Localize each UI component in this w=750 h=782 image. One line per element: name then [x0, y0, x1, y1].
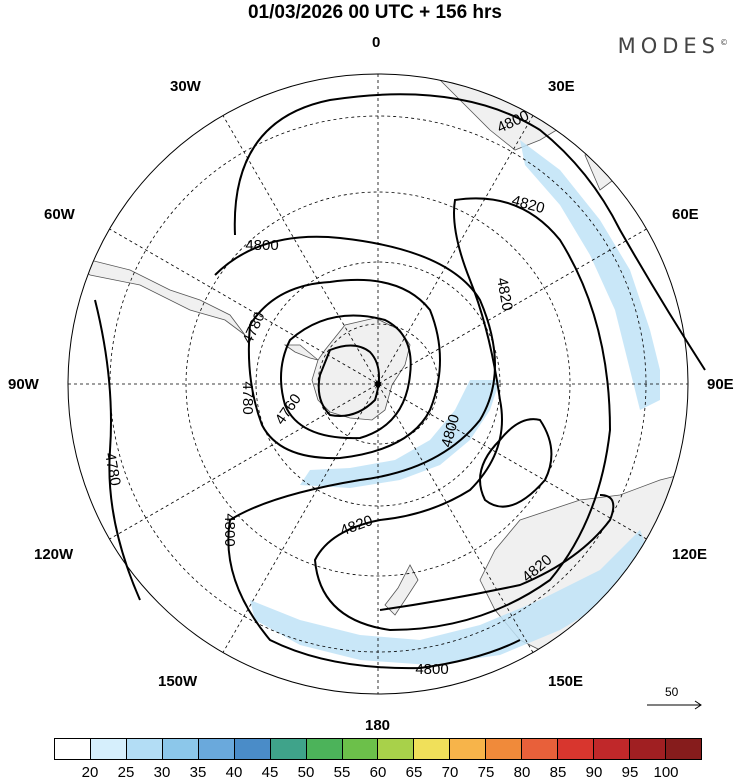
colorbar-tick-label: 85 [549, 764, 567, 781]
contour-label: 4780 [101, 451, 124, 487]
contour-label: 4780 [239, 309, 269, 346]
label-0: 0 [372, 34, 381, 51]
reference-vector: 50 [645, 685, 705, 715]
colorbar-tick-label: 80 [513, 764, 531, 781]
colorbar-tick-label: 65 [405, 764, 423, 781]
label-180: 180 [365, 717, 391, 734]
colorbar-swatch [522, 739, 559, 759]
label-120e: 120E [672, 546, 708, 563]
contour-4780-outer [247, 278, 441, 460]
contour-4800-inner [214, 235, 521, 670]
contour-label: 4800 [221, 513, 238, 546]
colorbar-tick-label: 90 [585, 764, 603, 781]
label-30e: 30E [548, 78, 575, 95]
wind-shading [250, 140, 660, 665]
contour-4820-south [379, 494, 615, 611]
jet-streak-pacific [250, 530, 650, 665]
colorbar-tick-label: 30 [153, 764, 171, 781]
contour-label: 4800 [415, 661, 448, 678]
contour-4780-inner [280, 314, 412, 440]
contour-label: 4780 [239, 381, 256, 414]
colorbar-tick-label: 55 [333, 764, 351, 781]
colorbar-swatch [55, 739, 91, 759]
contour-label: 4820 [338, 512, 375, 539]
south-pole-marker [375, 381, 381, 387]
colorbar-tick-label: 70 [441, 764, 459, 781]
south-america [68, 149, 246, 336]
jet-streak-atlantic [520, 140, 660, 410]
colorbar-tick-label: 60 [369, 764, 387, 781]
colorbar-swatch [198, 739, 235, 759]
forecast-title: 01/03/2026 00 UTC + 156 hrs [247, 2, 503, 23]
label-60w: 60W [44, 206, 75, 223]
colorbar-swatch [630, 739, 666, 759]
label-90e: 90E [707, 376, 734, 393]
colorbar-swatch [665, 739, 701, 759]
colorbar-swatch [378, 739, 415, 759]
height-contours [94, 93, 706, 670]
colorbar [54, 738, 702, 760]
colorbar-swatch [558, 739, 595, 759]
modes-logo: MODES© [617, 34, 728, 58]
colorbar-swatch [414, 739, 451, 759]
colorbar-swatch [90, 739, 127, 759]
contour-label: 4760 [272, 391, 305, 428]
colorbar-tick-label: 35 [189, 764, 207, 781]
label-90w: 90W [8, 376, 39, 393]
colorbar-tick-label: 75 [477, 764, 495, 781]
label-30w: 30W [170, 78, 201, 95]
contour-4820-loop [479, 418, 553, 508]
label-150e: 150E [548, 673, 584, 690]
label-120w: 120W [34, 546, 74, 563]
colorbar-swatch [270, 739, 307, 759]
contour-4820-outer [313, 197, 612, 632]
colorbar-swatch [486, 739, 523, 759]
jet-streak-indian [300, 380, 500, 488]
colorbar-swatch [594, 739, 630, 759]
colorbar-swatch [342, 739, 379, 759]
colorbar-tick-label: 25 [117, 764, 135, 781]
antarctica [311, 317, 411, 421]
colorbar-swatch [126, 739, 163, 759]
colorbar-tick-label: 40 [225, 764, 243, 781]
colorbar-swatch [162, 739, 199, 759]
colorbar-swatch [234, 739, 271, 759]
colorbar-tick-label: 50 [297, 764, 315, 781]
contour-label: 4820 [510, 192, 547, 217]
new-zealand [384, 564, 419, 616]
contour-label: 4800 [245, 237, 278, 254]
contour-4760 [317, 344, 380, 417]
colorbar-swatch [450, 739, 487, 759]
colorbar-swatch [306, 739, 343, 759]
antarctic-peninsula [283, 344, 319, 361]
colorbar-tick-label: 100 [653, 764, 679, 781]
reference-vector-label: 50 [665, 685, 679, 699]
contour-4800-main [233, 93, 706, 371]
colorbar-tick-label: 95 [621, 764, 639, 781]
colorbar-tick-label: 45 [261, 764, 279, 781]
contour-4780-west [94, 299, 141, 601]
label-150w: 150W [158, 673, 198, 690]
label-60e: 60E [672, 206, 699, 223]
colorbar-tick-label: 20 [81, 764, 99, 781]
contour-label: 4820 [493, 276, 516, 312]
meridian-lines [68, 74, 688, 694]
